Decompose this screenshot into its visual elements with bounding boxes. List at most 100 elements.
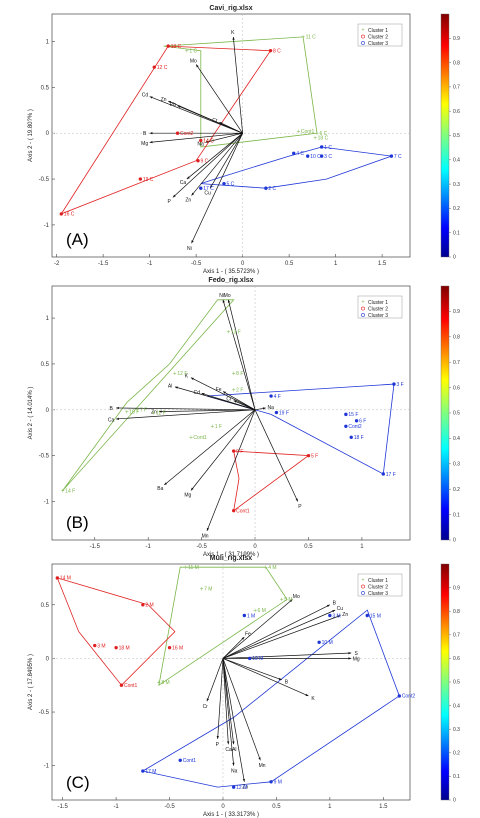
data-point-label: 17 M [145, 769, 156, 775]
vector-label: Cr [212, 118, 218, 124]
loading-vector [191, 133, 243, 244]
vector-label: Mn [202, 533, 209, 539]
x-tick-label: -1.5 [98, 261, 109, 267]
loading-vector [172, 132, 243, 198]
colorbar-label: 0.3 [453, 727, 460, 733]
colorbar-label: 0.1 [453, 774, 460, 780]
data-point-label: Cont2 [180, 131, 194, 137]
x-tick-label: -2 [54, 261, 60, 267]
data-point-label: 9 C [200, 159, 208, 165]
legend-box [357, 23, 403, 47]
y-tick-label: -0.5 [39, 710, 50, 716]
vector-arrowhead [232, 762, 235, 766]
x-tick-label: 0 [241, 261, 245, 267]
vector-label: K [185, 373, 189, 379]
colorbar-label: 0.6 [453, 109, 460, 115]
hull-cluster2 [56, 577, 176, 686]
hull-cluster1 [62, 299, 235, 491]
vector-arrowhead [149, 140, 153, 144]
vector-arrowhead [191, 192, 195, 196]
x-tick-label: -1 [113, 804, 119, 810]
data-point-marker: + [200, 586, 204, 592]
y-tick-label: 0.5 [41, 603, 50, 609]
vector-arrowhead [242, 778, 246, 782]
loading-vector [195, 64, 243, 134]
loading-vector [222, 658, 229, 745]
loading-vector [206, 409, 256, 531]
data-point-marker: + [313, 136, 317, 142]
vector-label: Mn [259, 763, 266, 769]
vector-arrowhead [227, 299, 231, 303]
vector-arrowhead [216, 736, 219, 739]
vector-arrowhead [226, 741, 230, 745]
data-point-label: 19 F [279, 410, 289, 416]
data-point-marker [199, 186, 203, 190]
data-point-label: 14 M [60, 576, 71, 582]
data-point-marker [319, 154, 324, 158]
vector-arrowhead [164, 482, 168, 485]
legend-box [357, 295, 403, 319]
vector-arrowhead [201, 392, 205, 396]
y-tick-label: 0 [46, 131, 50, 137]
vector-label: Mo [293, 594, 300, 600]
data-point-label: 19 C [143, 177, 154, 183]
vector-arrowhead [190, 377, 194, 380]
colorbar-label: 0.8 [453, 335, 460, 341]
x-tick-label: 0.5 [304, 544, 313, 550]
y-tick-label: -0.5 [39, 454, 50, 460]
vector-label: Cd [142, 93, 149, 99]
x-tick-label: 1 [334, 261, 338, 267]
colorbar-label: 0.2 [453, 751, 460, 757]
vector-label: Ca [225, 747, 232, 753]
data-point-marker [222, 181, 226, 186]
x-axis-label: Axis 1 - ( 35.5723% ) [203, 269, 259, 275]
legend-marker [361, 306, 365, 311]
vector-arrowhead [186, 176, 190, 180]
data-point-marker: + [280, 597, 284, 603]
colorbar [440, 13, 450, 258]
data-point-marker: + [125, 409, 129, 415]
colorbar-label: 0.1 [453, 230, 460, 236]
data-point-label: 18 F [354, 435, 364, 441]
data-point-marker [365, 613, 369, 618]
loading-vector [222, 658, 282, 681]
loading-vector [222, 391, 256, 411]
data-point-label: Cont1 [193, 435, 207, 441]
colorbar-label: 0.3 [453, 182, 460, 188]
loading-vector [232, 36, 243, 134]
x-tick-label: -1 [147, 261, 153, 267]
data-point-label: 8 C [273, 48, 281, 54]
vector-arrowhead [158, 410, 162, 413]
colorbar-label: 0.3 [453, 462, 460, 468]
data-point-label: 6 C [320, 131, 328, 137]
colorbar-label: 0 [453, 538, 456, 544]
vector-arrowhead [174, 386, 178, 389]
vector-arrowhead [305, 693, 309, 696]
data-point-marker [319, 145, 324, 149]
loading-vector [209, 133, 243, 189]
panel-label: (B) [66, 513, 89, 532]
colorbar-label: 0.9 [453, 309, 460, 315]
vector-arrowhead [210, 185, 213, 189]
data-point-marker [231, 785, 236, 789]
y-tick-label: 1 [46, 40, 50, 46]
data-point-marker: + [185, 48, 189, 54]
panel-label: (C) [66, 773, 90, 792]
chart-title: Muli_rig.xlsx [210, 555, 253, 562]
legend-entry: Cluster 3 [368, 313, 388, 319]
data-point-marker: + [232, 371, 236, 377]
vector-label: Al [232, 747, 236, 753]
colorbar-label: 0 [453, 798, 456, 804]
data-point-label: 17 C [203, 186, 214, 192]
legend-marker [361, 591, 365, 595]
legend-box [357, 573, 403, 597]
data-point-marker: + [210, 424, 214, 430]
data-point-marker [93, 643, 97, 648]
data-point-label: 2 F [236, 387, 243, 393]
colorbar-label: 0.5 [453, 133, 460, 139]
vector-arrowhead [262, 407, 266, 410]
colorbar-label: 0.7 [453, 85, 460, 91]
legend-entry: Cluster 2 [368, 306, 388, 312]
